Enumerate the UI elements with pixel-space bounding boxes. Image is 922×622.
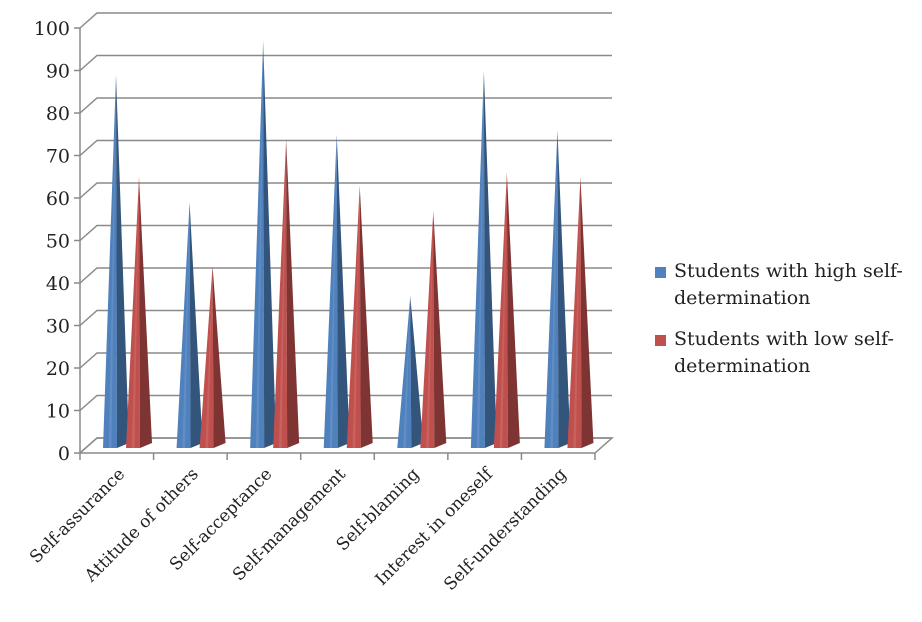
bar-highlight xyxy=(205,266,213,448)
bar-highlight xyxy=(550,130,558,448)
gridline xyxy=(79,224,612,242)
y-tick-label: 100 xyxy=(34,18,70,40)
bar-highlight xyxy=(182,202,190,448)
legend-swatch xyxy=(655,335,666,346)
bar-face-front xyxy=(346,185,361,448)
bar-low-5 xyxy=(420,211,447,448)
y-tick-label: 90 xyxy=(46,61,70,83)
bar-face-front xyxy=(420,211,435,448)
gridline xyxy=(79,12,612,29)
bar-face-side xyxy=(557,130,571,448)
bar-low-1 xyxy=(126,177,152,448)
bar-low-6 xyxy=(493,172,520,448)
bar-face-side xyxy=(506,172,520,448)
bar-face-front xyxy=(250,41,265,448)
bar-face-front xyxy=(397,296,412,448)
bar-face-front xyxy=(323,134,338,448)
bar-face-side xyxy=(286,138,300,448)
y-tick-label: 70 xyxy=(46,146,70,168)
bar-highlight xyxy=(329,134,337,448)
legend-item-low: Students with low self-determination xyxy=(655,326,920,380)
bar-face-front xyxy=(470,70,485,448)
bar-face-front xyxy=(199,266,214,448)
y-tick-label: 20 xyxy=(46,358,70,380)
bar-face-side xyxy=(580,177,594,448)
bar-highlight xyxy=(426,211,434,448)
gridline xyxy=(79,309,612,327)
gridline xyxy=(79,267,612,284)
bars xyxy=(103,41,594,448)
bar-face-side xyxy=(139,177,152,448)
bar-highlight xyxy=(255,41,264,448)
bar-highlight xyxy=(108,75,116,448)
y-tick-label: 80 xyxy=(46,103,70,125)
bar-face-front xyxy=(126,177,140,448)
bar-face-front xyxy=(103,75,117,448)
bar-face-front xyxy=(493,172,508,448)
gridline xyxy=(79,139,612,157)
x-tick-label: Self-understanding xyxy=(440,464,570,594)
bar-face-front xyxy=(273,138,288,448)
bar-highlight xyxy=(278,138,287,448)
bar-highlight xyxy=(352,185,360,448)
y-axis-ticks: 0 10 20 30 40 50 60 70 80 90 100 xyxy=(34,18,80,465)
bar-high-5 xyxy=(397,296,424,448)
bar-low-4 xyxy=(346,185,373,448)
bar-face-front xyxy=(176,202,191,448)
bar-face-front xyxy=(567,177,582,448)
legend: Students with high self-determination Stu… xyxy=(655,258,920,394)
bar-low-2 xyxy=(199,266,226,448)
bar-face-side xyxy=(189,202,203,448)
bar-low-3 xyxy=(273,138,300,448)
legend-label: Students with high self-determination xyxy=(674,260,903,309)
bar-face-side xyxy=(359,185,373,448)
bar-face-front xyxy=(544,130,559,448)
bar-highlight xyxy=(403,296,411,448)
legend-item-high: Students with high self-determination xyxy=(655,258,920,312)
bar-face-side xyxy=(483,70,497,448)
y-tick-label: 0 xyxy=(58,443,70,465)
bar-high-3 xyxy=(250,41,277,448)
y-tick-label: 30 xyxy=(46,316,70,338)
bar-face-side xyxy=(212,266,226,448)
y-tick-label: 60 xyxy=(46,188,70,210)
bar-low-7 xyxy=(567,177,594,448)
bar-highlight xyxy=(499,172,507,448)
bar-highlight xyxy=(131,177,139,448)
legend-swatch xyxy=(655,267,666,278)
bar-high-7 xyxy=(544,130,571,448)
legend-label: Students with low self-determination xyxy=(674,328,894,377)
bar-high-4 xyxy=(323,134,350,448)
gridline xyxy=(79,54,612,72)
gridline xyxy=(79,97,612,114)
bar-highlight xyxy=(476,70,484,448)
bar-high-6 xyxy=(470,70,497,448)
bar-high-1 xyxy=(103,75,129,448)
y-tick-label: 50 xyxy=(46,231,70,253)
gridline xyxy=(79,182,612,199)
bar-face-side xyxy=(433,211,447,448)
y-tick-label: 40 xyxy=(46,273,70,295)
bar-highlight xyxy=(573,177,581,448)
bar-face-side xyxy=(263,41,277,448)
bar-face-side xyxy=(410,296,424,448)
bar-face-side xyxy=(116,75,129,448)
bar-high-2 xyxy=(176,202,203,448)
y-tick-label: 10 xyxy=(46,401,70,423)
bar-face-side xyxy=(336,134,350,448)
